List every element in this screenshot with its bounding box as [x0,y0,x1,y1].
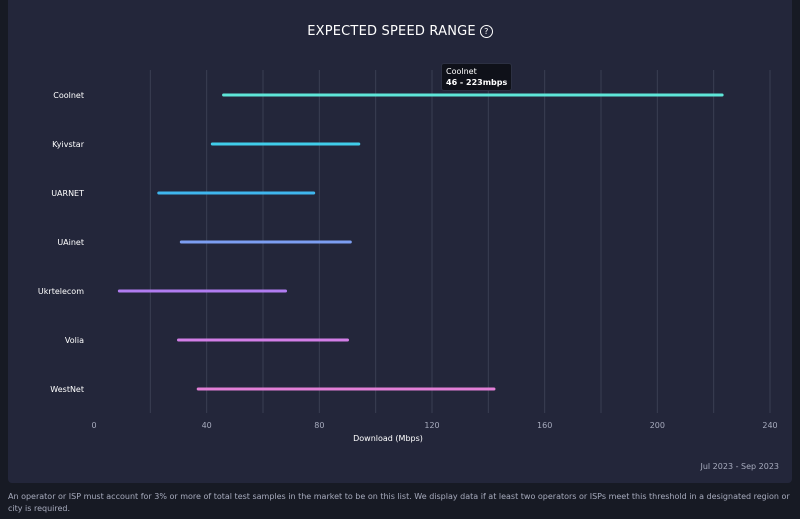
x-axis-label: Download (Mbps) [353,434,423,443]
range-chart: 0 40 80 120 160 200 240 Download (Mbps) Coolnet K… [38,70,778,443]
category-label: Ukrtelecom [38,287,84,296]
chart-tooltip: Coolnet 46 - 223mbps [441,63,513,91]
x-tick-label: 0 [91,421,96,430]
category-label: UARNET [51,189,84,198]
category-label: WestNet [50,385,84,394]
date-range: Jul 2023 - Sep 2023 [700,462,779,471]
x-tick-label: 40 [202,421,212,430]
footnote: An operator or ISP must account for 3% o… [8,492,790,513]
category-label: Kyivstar [52,140,85,149]
category-label: Coolnet [53,91,84,100]
tooltip-range: 46 - 223mbps [446,78,508,87]
question-circle-icon[interactable]: ? [479,25,493,38]
chart-card: EXPECTED SPEED RANGE? [8,0,792,483]
x-tick-label: 200 [650,421,665,430]
x-tick-label: 120 [424,421,439,430]
chart-title-container: EXPECTED SPEED RANGE? [8,24,792,39]
category-label: UAinet [57,238,84,247]
chart-title: EXPECTED SPEED RANGE [307,24,476,39]
x-tick-label: 80 [314,421,324,430]
x-tick-label: 160 [537,421,552,430]
tooltip-name: Coolnet [446,67,477,76]
category-label: Volia [65,336,84,345]
x-tick-label: 240 [762,421,777,430]
